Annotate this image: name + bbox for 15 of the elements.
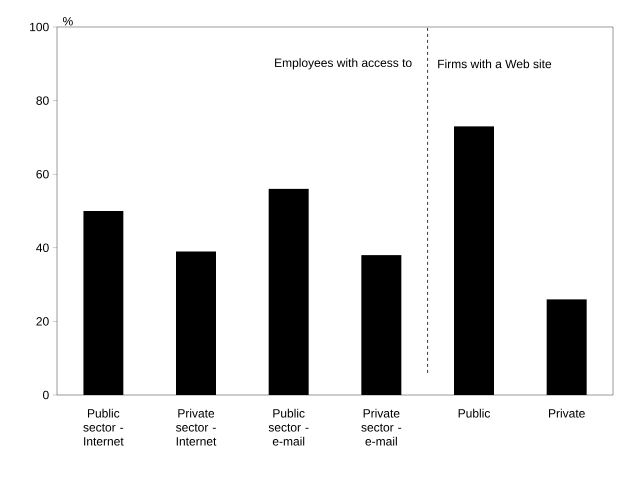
x-tick-label: Public sector - Internet — [83, 408, 124, 446]
annotation: Employees with access to — [275, 58, 412, 70]
x-tick-label: Public — [458, 408, 490, 418]
y-tick-label: 60 — [36, 170, 49, 178]
x-tick-label: Private sector - e-mail — [361, 408, 402, 446]
x-tick-label: Private — [548, 408, 585, 418]
y-tick-label: 40 — [36, 244, 49, 252]
x-tick-label: Private sector - Internet — [176, 408, 216, 446]
y-axis-title: % — [62, 17, 73, 26]
y-tick-label: 100 — [30, 22, 49, 32]
y-tick-label: 20 — [36, 317, 49, 326]
x-tick-label: Public sector - e-mail — [268, 408, 308, 446]
y-tick-label: 0 — [43, 390, 49, 400]
annotation: Firms with a Web site — [438, 59, 552, 68]
y-tick-label: 80 — [36, 96, 49, 105]
